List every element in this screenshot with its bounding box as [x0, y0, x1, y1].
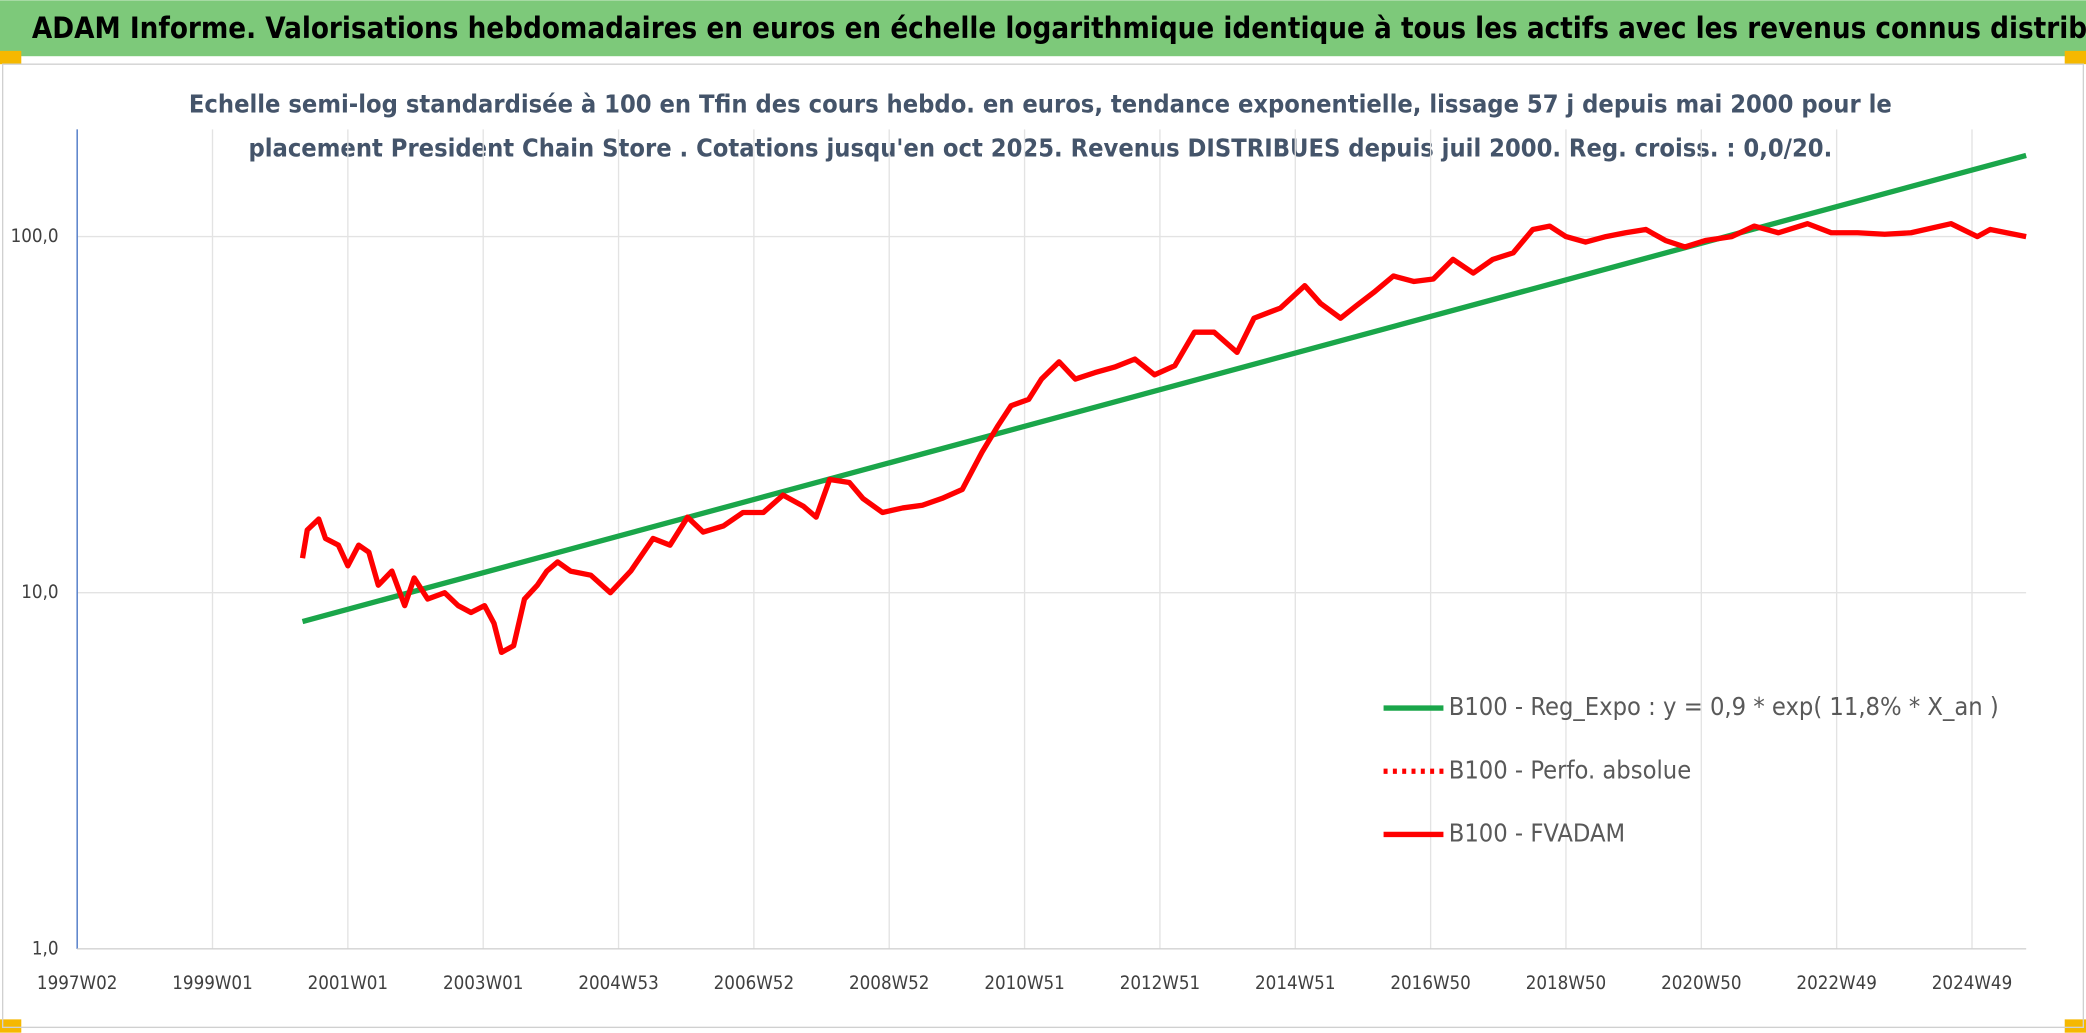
corner: [2064, 1019, 2086, 1033]
x-tick-label: 2024W49: [1932, 973, 2012, 994]
x-tick-label: 2006W52: [714, 973, 794, 994]
x-tick-label: 2012W51: [1120, 973, 1200, 994]
x-tick-label: 2022W49: [1796, 973, 1876, 994]
y-tick-label: 10,0: [21, 582, 58, 603]
x-tick-label: 2004W53: [578, 973, 658, 994]
header-title: ADAM Informe. Valorisations hebdomadaire…: [32, 11, 2086, 45]
legend-label: B100 - FVADAM: [1449, 818, 1625, 847]
chart-border: [1, 63, 2085, 1029]
legend-label: B100 - Perfo. absolue: [1449, 755, 1691, 784]
x-tick-label: 2001W01: [308, 973, 388, 994]
y-tick-label: 1,0: [32, 938, 59, 959]
chart-title: placement President Chain Store . Cotati…: [248, 133, 1832, 162]
legend-label: B100 - Reg_Expo : y = 0,9 * exp( 11,8% *…: [1449, 692, 1999, 721]
x-tick-label: 2008W52: [849, 973, 929, 994]
corner: [2064, 50, 2086, 65]
corner: [0, 1019, 22, 1033]
x-tick-label: 2020W50: [1661, 973, 1741, 994]
x-tick-label: 2003W01: [443, 973, 523, 994]
chart-title: Echelle semi-log standardisée à 100 en T…: [189, 89, 1892, 118]
corner: [0, 50, 22, 65]
x-tick-label: 2010W51: [984, 973, 1064, 994]
x-tick-label: 2014W51: [1255, 973, 1335, 994]
x-tick-label: 1997W02: [37, 973, 117, 994]
x-tick-label: 1999W01: [172, 973, 252, 994]
data-line: [299, 221, 2027, 656]
y-tick-label: 100,0: [11, 226, 59, 247]
header-band: [0, 0, 2086, 57]
x-tick-label: 2018W50: [1526, 973, 1606, 994]
x-tick-label: 2016W50: [1390, 973, 1470, 994]
